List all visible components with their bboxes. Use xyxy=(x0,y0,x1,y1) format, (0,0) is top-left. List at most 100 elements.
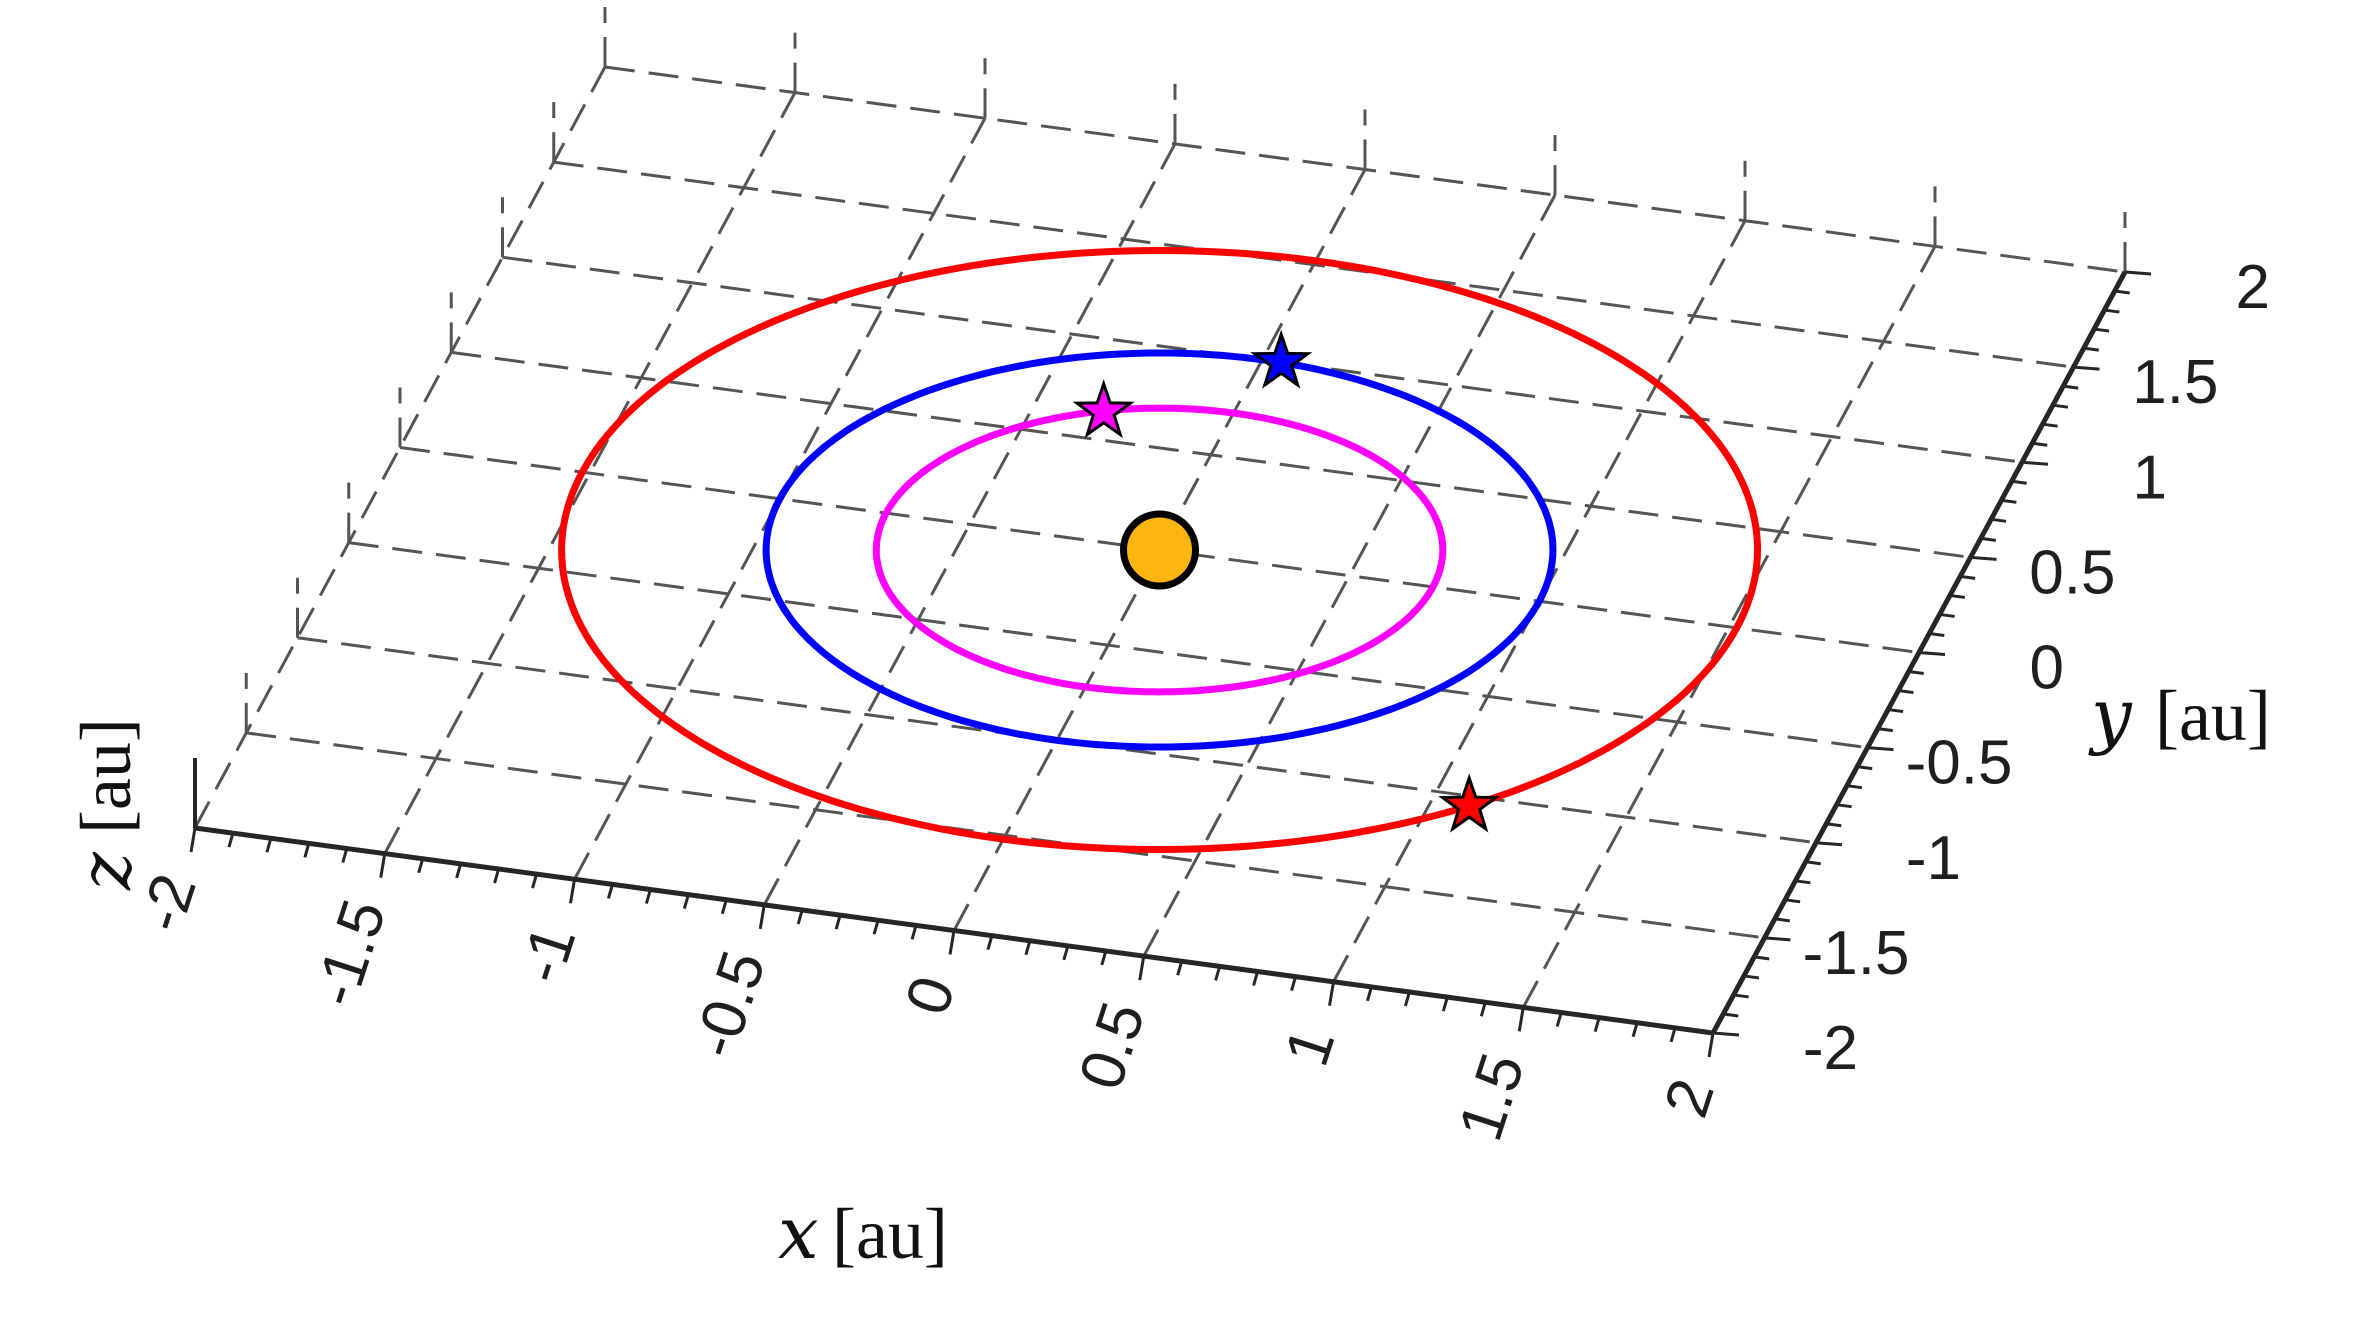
grid-line-y-1 xyxy=(246,731,1765,940)
y-tick-mark xyxy=(1805,860,1821,866)
x-tick-mark xyxy=(455,863,463,879)
x-axis-label-var: x xyxy=(778,1191,819,1275)
y-axis-label-var: y xyxy=(2088,673,2133,757)
grid-line-y-7 xyxy=(553,160,2074,369)
x-tick-mark xyxy=(644,889,652,904)
x-tick-mark xyxy=(265,837,273,853)
x-tick-label-5: 0.5 xyxy=(1066,994,1158,1097)
x-tick-mark xyxy=(569,879,576,904)
y-tick-mark xyxy=(2063,384,2079,390)
z-axis-label-var: z xyxy=(63,851,147,891)
x-tick-mark xyxy=(417,858,425,874)
grid-line-x-7 xyxy=(1521,245,1937,1009)
grid-line-x-5 xyxy=(1142,194,1557,957)
x-tick-mark xyxy=(1214,965,1222,981)
x-tick-mark xyxy=(1176,960,1184,976)
grid-line-y-5 xyxy=(451,350,1971,559)
x-tick-mark xyxy=(758,904,766,930)
x-tick-mark xyxy=(1366,986,1373,1002)
y-tick-mark xyxy=(1754,955,1770,961)
y-tick-mark xyxy=(1970,555,1997,561)
x-tick-mark xyxy=(341,848,349,863)
y-tick-mark xyxy=(1795,879,1811,885)
y-axis-ticks: -2 -1.5 -1 -0.50 0.5 1 1.5 2 xyxy=(1712,253,2270,1083)
y-tick-mark xyxy=(1877,727,1893,733)
y-axis-label: y [au] xyxy=(2088,673,2271,757)
y-tick-mark xyxy=(1929,631,1945,637)
y-tick-mark xyxy=(2093,327,2110,333)
y-tick-mark xyxy=(1826,822,1842,828)
x-tick-label-8: 2 xyxy=(1652,1071,1728,1125)
x-tick-mark xyxy=(607,883,614,899)
x-tick-mark xyxy=(682,894,690,910)
y-tick-mark xyxy=(2001,498,2017,504)
y-tick-label-0: -2 xyxy=(1803,1014,1858,1083)
y-tick-mark xyxy=(1918,651,1946,656)
y-tick-mark xyxy=(2114,289,2130,295)
x-tick-mark xyxy=(189,827,197,853)
x-tick-mark xyxy=(1593,1017,1601,1033)
y-tick-mark xyxy=(1980,536,1996,542)
x-tick-mark xyxy=(1290,976,1297,992)
x-tick-mark xyxy=(531,873,538,889)
y-tick-mark xyxy=(2124,270,2152,276)
x-tick-mark xyxy=(303,842,311,858)
y-tick-mark xyxy=(1949,593,1966,599)
x-tick-label-3: -0.5 xyxy=(680,943,779,1066)
y-tick-mark xyxy=(1774,917,1790,923)
y-tick-mark xyxy=(1990,517,2007,523)
x-tick-mark xyxy=(1631,1022,1639,1038)
y-tick-mark xyxy=(1857,765,1873,771)
x-tick-mark xyxy=(227,832,235,848)
orbit-line-1 xyxy=(762,349,1557,751)
y-tick-mark xyxy=(1815,841,1843,847)
x-axis-label: x [au] xyxy=(778,1191,948,1275)
y-tick-mark xyxy=(1939,612,1955,618)
y-tick-mark xyxy=(1723,1012,1739,1018)
x-tick-mark xyxy=(1062,945,1070,961)
grid-line-y-3 xyxy=(348,541,1868,750)
x-tick-label-4: 0 xyxy=(893,969,969,1023)
x-tick-mark xyxy=(1403,991,1411,1007)
y-tick-mark xyxy=(2021,460,2049,466)
x-tick-mark xyxy=(1441,996,1449,1012)
y-tick-label-8: 2 xyxy=(2236,253,2270,322)
y-tick-mark xyxy=(2052,403,2069,409)
x-axis-label-unit: [au] xyxy=(832,1194,948,1274)
y-tick-label-2: -1 xyxy=(1906,824,1961,893)
orbit-line-0 xyxy=(558,246,1762,854)
y-tick-label-7: 1.5 xyxy=(2132,348,2218,417)
x-tick-mark xyxy=(796,909,804,925)
y-tick-label-6: 1 xyxy=(2133,443,2167,512)
x-tick-mark xyxy=(720,899,728,915)
x-tick-mark xyxy=(834,914,842,930)
y-tick-mark xyxy=(1908,670,1924,676)
y-tick-mark xyxy=(1743,974,1760,980)
x-tick-mark xyxy=(948,930,956,955)
x-tick-mark xyxy=(1328,981,1335,1006)
y-tick-mark xyxy=(1784,898,1801,904)
y-tick-mark xyxy=(2042,422,2058,428)
grid-line-x-0 xyxy=(193,66,607,829)
grid-line-x-3 xyxy=(762,143,1177,906)
x-tick-mark xyxy=(1100,950,1108,966)
x-tick-mark xyxy=(1669,1027,1677,1043)
planet-star-2 xyxy=(1072,379,1135,439)
orbit-line-2 xyxy=(872,404,1447,696)
y-tick-mark xyxy=(1836,803,1852,809)
x-tick-mark xyxy=(493,868,501,884)
y-tick-label-4: 0 xyxy=(2030,634,2064,703)
y-tick-mark xyxy=(1867,746,1894,752)
x-tick-mark xyxy=(379,853,387,878)
y-tick-mark xyxy=(1887,708,1904,714)
y-tick-mark xyxy=(2032,441,2048,447)
y-tick-mark xyxy=(2104,308,2120,314)
planet-star-0 xyxy=(1438,773,1501,833)
z-axis-label: z [au] xyxy=(63,718,147,891)
x-tick-mark xyxy=(910,924,918,940)
y-tick-mark xyxy=(1898,689,1914,695)
y-tick-mark xyxy=(1846,784,1863,790)
y-tick-mark xyxy=(2083,346,2099,352)
y-tick-mark xyxy=(1960,574,1976,580)
